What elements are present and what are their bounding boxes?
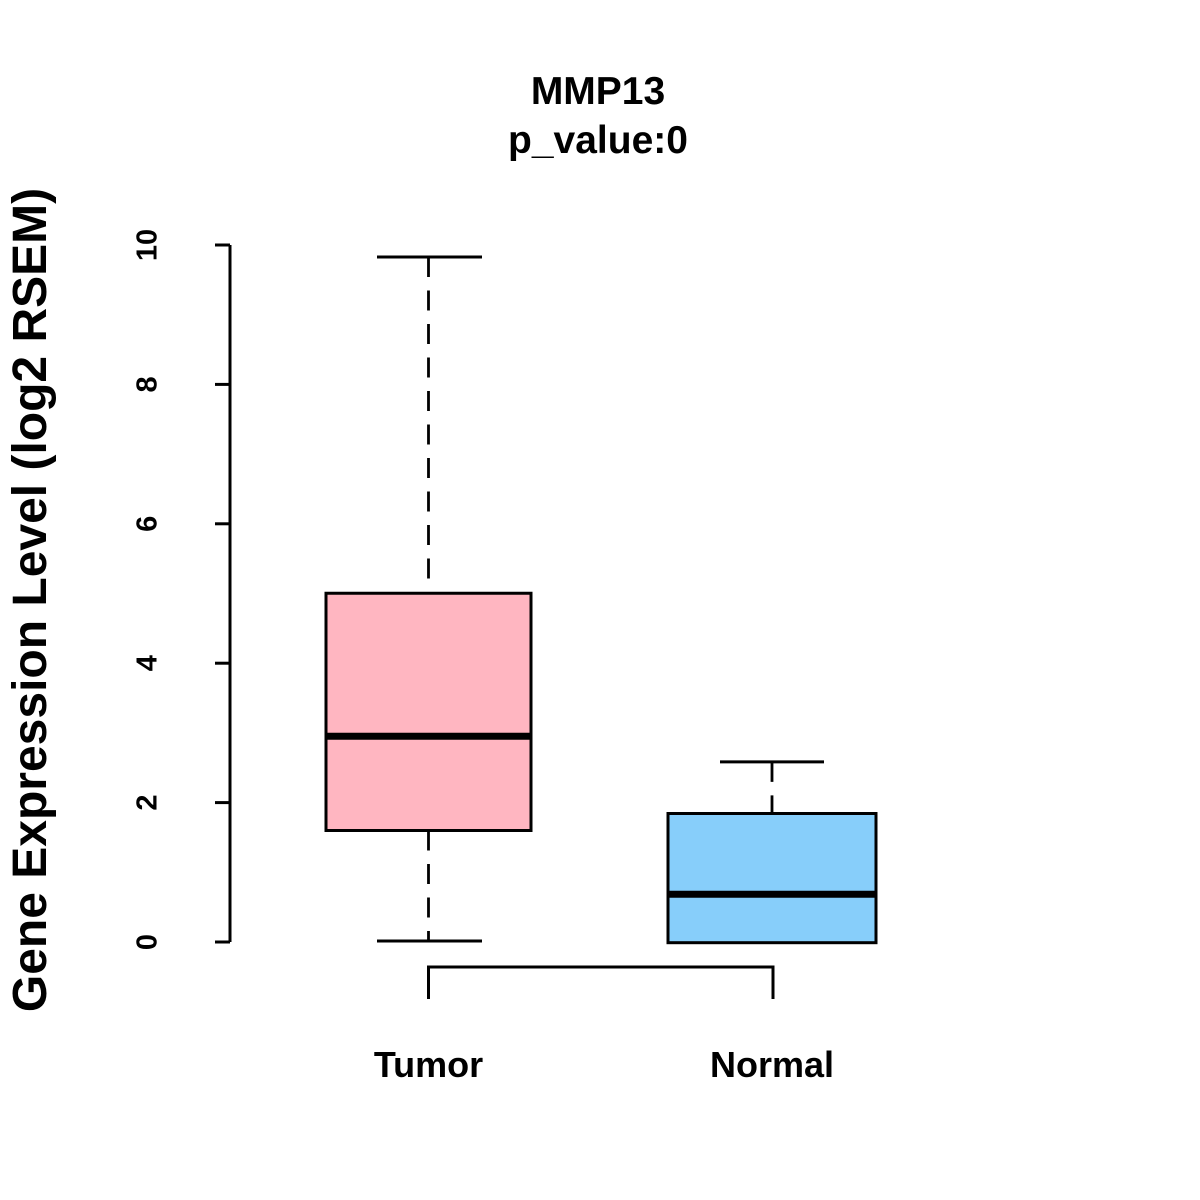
- svg-text:Normal: Normal: [710, 1044, 834, 1085]
- svg-text:2: 2: [132, 795, 164, 811]
- svg-text:8: 8: [132, 376, 164, 392]
- svg-text:10: 10: [132, 229, 164, 261]
- svg-text:Tumor: Tumor: [374, 1044, 483, 1085]
- svg-text:Gene Expression Level (log2 RS: Gene Expression Level (log2 RSEM): [4, 188, 57, 1012]
- svg-text:MMP13: MMP13: [531, 70, 665, 113]
- svg-text:6: 6: [132, 516, 164, 532]
- svg-text:0: 0: [132, 934, 164, 950]
- svg-text:p_value:0: p_value:0: [508, 119, 688, 162]
- svg-text:4: 4: [132, 655, 164, 671]
